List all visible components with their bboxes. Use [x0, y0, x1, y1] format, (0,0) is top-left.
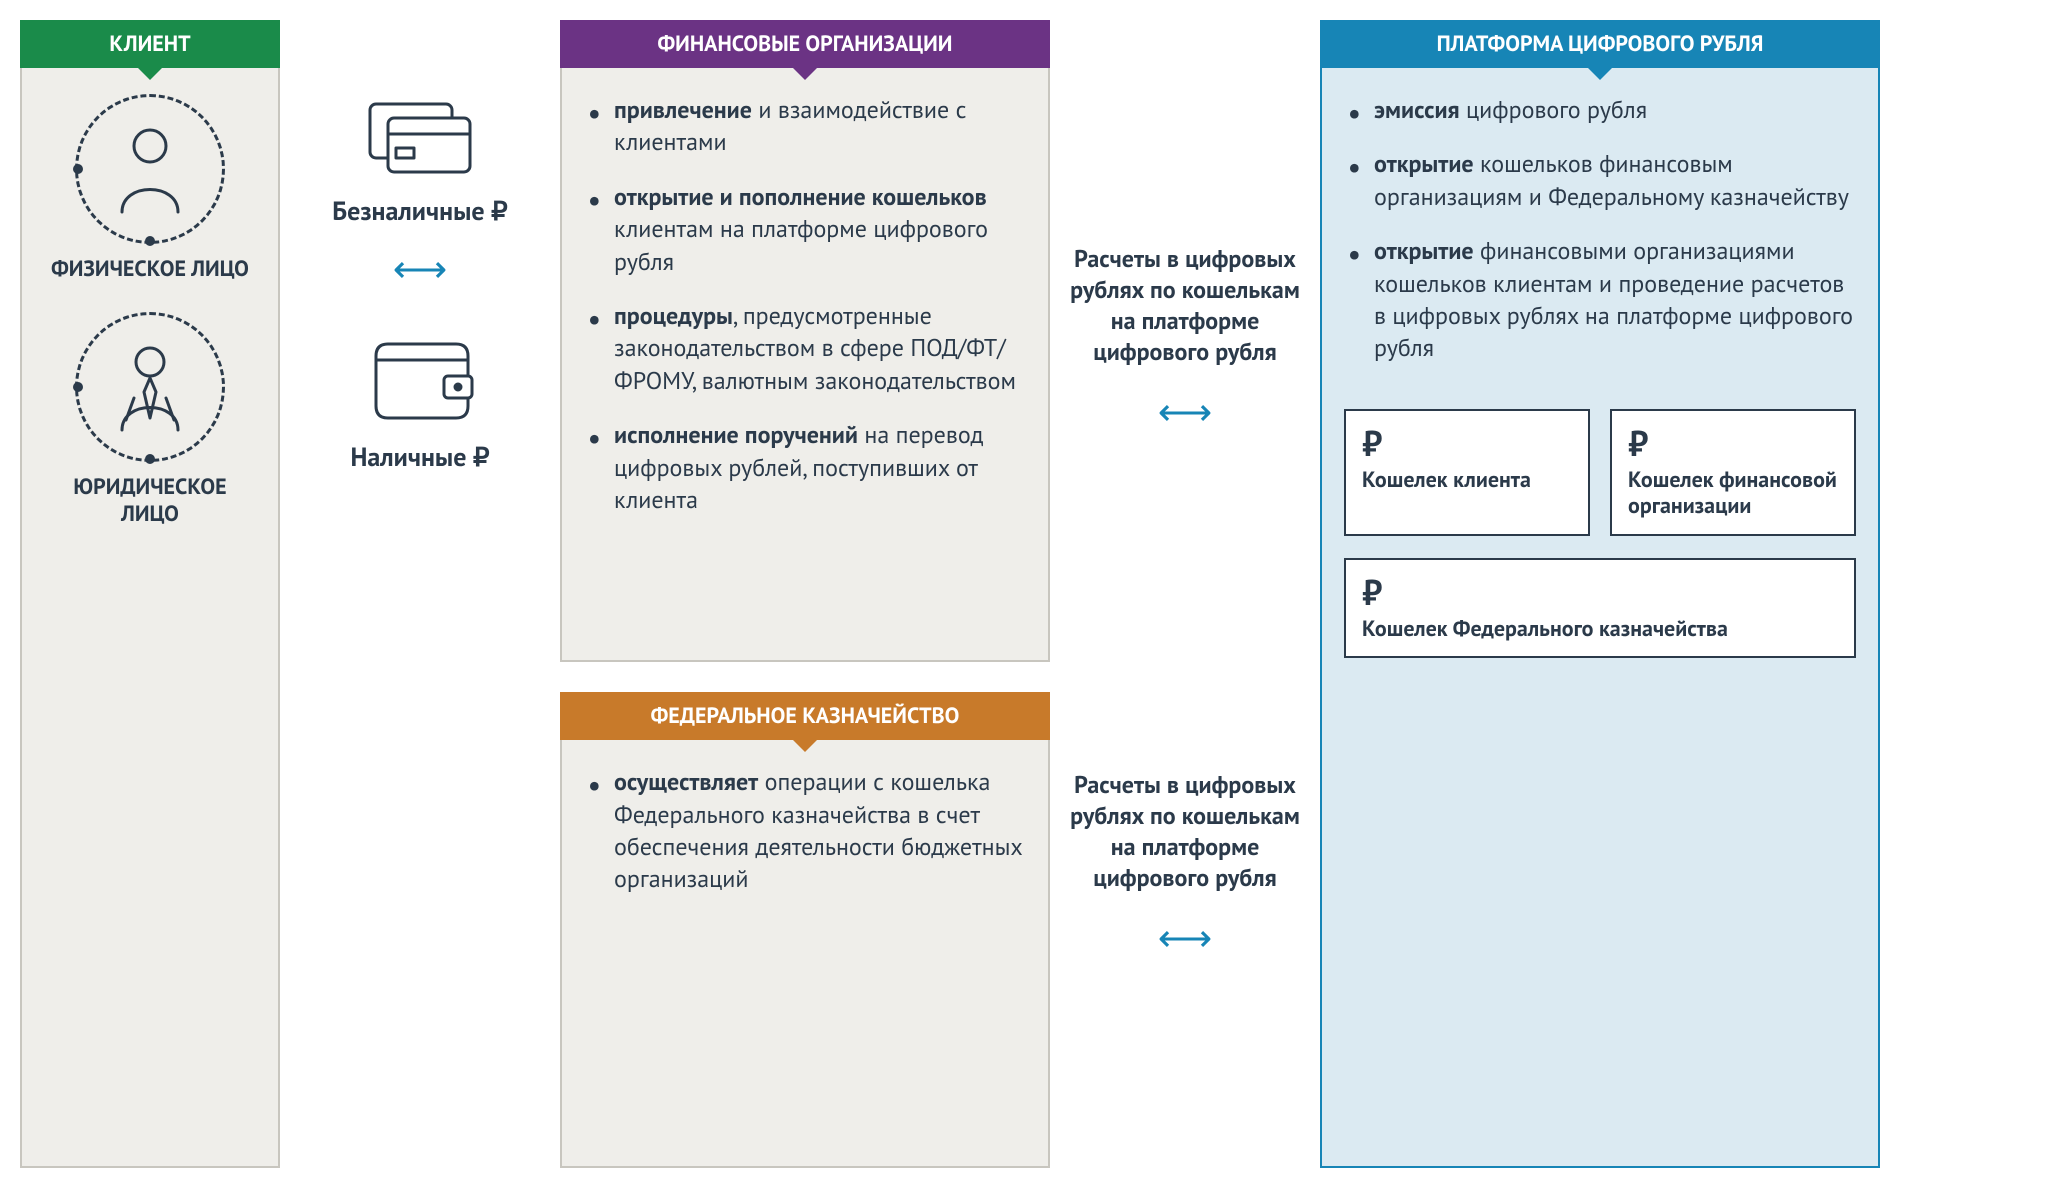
cashless-label: Безналичные ₽ — [332, 195, 507, 228]
flow-column: Расчеты в цифровых рублях по кошелькам н… — [1070, 20, 1300, 1168]
ruble-icon: ₽ — [1362, 574, 1838, 610]
treasury-body: осуществляет операции с кошелька Федерал… — [560, 738, 1050, 1168]
flow-bottom-text: Расчеты в цифровых рублях по кошелькам н… — [1070, 769, 1300, 894]
finorg-item: процедуры, предусмотренные законодательс… — [584, 300, 1026, 397]
person-tie-icon — [75, 312, 225, 462]
treasury-panel: ФЕДЕРАЛЬНОЕ КАЗНАЧЕЙСТВО осуществляет оп… — [560, 692, 1050, 1168]
entity-legal-label: ЮРИДИЧЕСКОЕ ЛИЦО — [44, 474, 256, 527]
money-column: Безналичные ₽ ⟷ Наличные ₽ — [300, 20, 540, 1168]
treasury-list: осуществляет операции с кошелька Федерал… — [584, 766, 1026, 896]
cash-label: Наличные ₽ — [350, 441, 489, 474]
cards-icon — [360, 90, 480, 180]
finorg-body: привлечение и взаимодействие с клиентами… — [560, 66, 1050, 662]
flow-bottom: Расчеты в цифровых рублях по кошелькам н… — [1070, 769, 1300, 986]
entity-individual-label: ФИЗИЧЕСКОЕ ЛИЦО — [51, 256, 249, 282]
platform-body: эмиссия цифрового рубля открытие кошельк… — [1320, 66, 1880, 1168]
cashless-block: Безналичные ₽ — [332, 90, 507, 228]
wallet-finorg: ₽ Кошелек финансовой организации — [1610, 409, 1856, 536]
entity-individual: ФИЗИЧЕСКОЕ ЛИЦО — [51, 94, 249, 282]
treasury-item: осуществляет операции с кошелька Федерал… — [584, 766, 1026, 896]
flow-top-text: Расчеты в цифровых рублях по кошелькам н… — [1070, 243, 1300, 368]
flow-bottom-arrow: ⟷ — [1158, 919, 1212, 957]
finorg-list: привлечение и взаимодействие с клиентами… — [584, 94, 1026, 516]
cash-block: Наличные ₽ — [350, 326, 489, 474]
flow-top-arrow: ⟷ — [1158, 393, 1212, 431]
client-header: КЛИЕНТ — [20, 20, 280, 68]
wallet-client: ₽ Кошелек клиента — [1344, 409, 1590, 536]
finorg-header: ФИНАНСОВЫЕ ОРГАНИЗАЦИИ — [560, 20, 1050, 68]
platform-list: эмиссия цифрового рубля открытие кошельк… — [1344, 94, 1856, 387]
finorg-panel: ФИНАНСОВЫЕ ОРГАНИЗАЦИИ привлечение и вза… — [560, 20, 1050, 662]
platform-item: открытие кошельков финансовым организаци… — [1344, 148, 1856, 213]
wallet-icon — [360, 326, 480, 426]
platform-header: ПЛАТФОРМА ЦИФРОВОГО РУБЛЯ — [1320, 20, 1880, 68]
wallet-row: ₽ Кошелек клиента ₽ Кошелек финансовой о… — [1344, 409, 1856, 536]
digital-ruble-diagram: КЛИЕНТ ФИЗИЧЕСКОЕ ЛИЦО — [20, 20, 2028, 1168]
finorg-item: исполнение поручений на перевод цифровых… — [584, 419, 1026, 516]
finorg-item: открытие и пополнение кошельков клиентам… — [584, 181, 1026, 278]
treasury-header: ФЕДЕРАЛЬНОЕ КАЗНАЧЕЙСТВО — [560, 692, 1050, 740]
platform-panel: ПЛАТФОРМА ЦИФРОВОГО РУБЛЯ эмиссия цифров… — [1320, 20, 1880, 1168]
money-arrow: ⟷ — [393, 250, 447, 288]
platform-item: открытие финансовыми организациями кошел… — [1344, 235, 1856, 365]
person-icon — [75, 94, 225, 244]
ruble-icon: ₽ — [1362, 425, 1572, 461]
platform-item: эмиссия цифрового рубля — [1344, 94, 1856, 126]
entity-legal: ЮРИДИЧЕСКОЕ ЛИЦО — [44, 312, 256, 527]
finorg-item: привлечение и взаимодействие с клиентами — [584, 94, 1026, 159]
flow-top: Расчеты в цифровых рублях по кошелькам н… — [1070, 243, 1300, 460]
middle-column: ФИНАНСОВЫЕ ОРГАНИЗАЦИИ привлечение и вза… — [560, 20, 1050, 1168]
client-body: ФИЗИЧЕСКОЕ ЛИЦО ЮРИДИЧЕСКОЕ ЛИЦО — [20, 66, 280, 1168]
client-panel: КЛИЕНТ ФИЗИЧЕСКОЕ ЛИЦО — [20, 20, 280, 1168]
ruble-icon: ₽ — [1628, 425, 1838, 461]
wallet-treasury: ₽ Кошелек Федерального казначейства — [1344, 558, 1856, 658]
